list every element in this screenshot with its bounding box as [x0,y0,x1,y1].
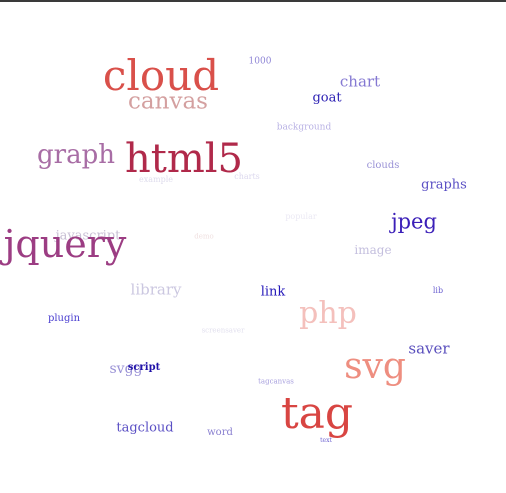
tag-word-charts[interactable]: charts [234,173,260,181]
tag-word-jquery[interactable]: jquery [4,225,127,263]
tag-word-word[interactable]: word [207,428,233,438]
tag-word-graph[interactable]: graph [37,142,115,168]
tag-word-link[interactable]: link [261,286,286,299]
tag-word-image[interactable]: image [354,244,391,256]
tag-word-script[interactable]: script [128,363,160,373]
tag-word-goat[interactable]: goat [312,92,341,105]
tag-word-lib[interactable]: lib [433,287,443,295]
tag-word-canvas[interactable]: canvas [128,91,208,114]
tag-word-text[interactable]: text [320,438,332,444]
tag-word-popular[interactable]: popular [285,213,316,221]
tag-word-svg[interactable]: svg [344,349,406,385]
tag-word-example[interactable]: example [139,176,173,184]
tag-word-jpeg[interactable]: jpeg [391,212,437,233]
tag-word-tagcloud[interactable]: tagcloud [116,422,173,435]
tag-word-tagcanvas[interactable]: tagcanvas [258,379,294,386]
tag-word-plugin[interactable]: plugin [48,314,80,324]
tag-word-library[interactable]: library [131,283,182,298]
tag-word-demo[interactable]: demo [194,234,213,241]
tag-word-chart[interactable]: chart [340,75,380,90]
tag-word-saver[interactable]: saver [408,342,449,357]
tag-word-clouds[interactable]: clouds [367,161,400,171]
tag-word-background[interactable]: background [277,124,331,133]
tag-word-tag[interactable]: tag [281,392,353,436]
tag-word-php[interactable]: php [299,299,357,329]
tag-word-1000[interactable]: 1000 [249,58,272,67]
tag-word-graphs[interactable]: graphs [421,179,467,192]
tag-word-screensaver[interactable]: screensaver [202,328,245,335]
tag-word-html5[interactable]: html5 [125,139,243,179]
